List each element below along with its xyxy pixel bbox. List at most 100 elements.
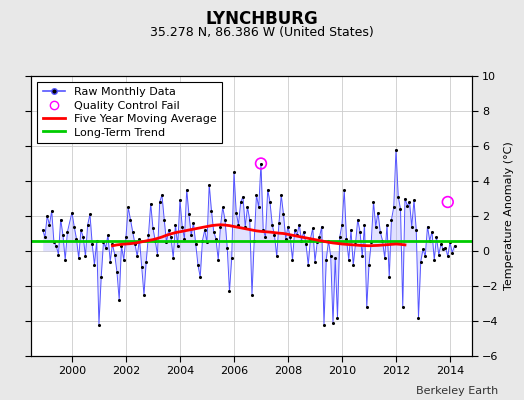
Point	[185, 211, 193, 218]
Point	[261, 234, 270, 240]
Point	[70, 223, 79, 230]
Point	[432, 234, 441, 240]
Point	[93, 237, 101, 244]
Y-axis label: Temperature Anomaly (°C): Temperature Anomaly (°C)	[504, 142, 514, 290]
Point	[88, 241, 96, 247]
Point	[158, 192, 166, 198]
Point	[144, 232, 152, 238]
Point	[241, 223, 249, 230]
Point	[421, 253, 430, 260]
Point	[363, 304, 371, 310]
Point	[389, 204, 398, 210]
Point	[295, 222, 303, 228]
Point	[236, 199, 245, 205]
Text: 35.278 N, 86.386 W (United States): 35.278 N, 86.386 W (United States)	[150, 26, 374, 39]
Point	[392, 146, 400, 153]
Point	[335, 234, 344, 240]
Point	[272, 253, 281, 260]
Point	[430, 256, 439, 263]
Point	[223, 244, 232, 251]
Point	[270, 232, 279, 238]
Point	[97, 274, 105, 280]
Point	[165, 227, 173, 233]
Point	[250, 237, 258, 244]
Point	[372, 223, 380, 230]
Legend: Raw Monthly Data, Quality Control Fail, Five Year Moving Average, Long-Term Tren: Raw Monthly Data, Quality Control Fail, …	[37, 82, 222, 143]
Point	[367, 239, 375, 246]
Point	[428, 228, 436, 235]
Point	[399, 304, 407, 310]
Point	[439, 246, 447, 252]
Point	[252, 192, 260, 198]
Point	[354, 216, 362, 223]
Point	[412, 227, 420, 233]
Point	[230, 169, 238, 176]
Point	[86, 211, 94, 218]
Text: LYNCHBURG: LYNCHBURG	[205, 10, 319, 28]
Point	[288, 256, 297, 263]
Point	[340, 186, 348, 193]
Point	[414, 314, 423, 321]
Point	[137, 264, 146, 270]
Point	[311, 258, 319, 265]
Point	[284, 223, 292, 230]
Point	[83, 222, 92, 228]
Point	[227, 255, 236, 261]
Point	[361, 222, 369, 228]
Point	[119, 256, 128, 263]
Point	[149, 225, 157, 232]
Point	[111, 251, 119, 258]
Point	[443, 199, 452, 205]
Point	[434, 251, 443, 258]
Point	[219, 204, 227, 210]
Point	[290, 227, 299, 233]
Point	[214, 256, 222, 263]
Point	[194, 262, 202, 268]
Point	[257, 160, 265, 167]
Point	[302, 241, 310, 247]
Point	[225, 288, 234, 294]
Point	[320, 321, 328, 328]
Point	[318, 223, 326, 230]
Point	[342, 236, 351, 242]
Point	[234, 222, 243, 228]
Point	[208, 208, 216, 214]
Point	[304, 262, 312, 268]
Point	[79, 234, 88, 240]
Point	[57, 216, 65, 223]
Point	[43, 213, 51, 219]
Point	[448, 250, 456, 256]
Point	[50, 239, 58, 246]
Point	[365, 262, 373, 268]
Point	[198, 237, 206, 244]
Point	[61, 256, 69, 263]
Point	[180, 236, 189, 242]
Point	[437, 241, 445, 247]
Point	[331, 255, 340, 261]
Point	[210, 228, 218, 235]
Point	[201, 227, 209, 233]
Point	[41, 234, 49, 240]
Point	[221, 216, 229, 223]
Point	[216, 223, 225, 230]
Point	[187, 232, 195, 238]
Point	[279, 211, 288, 218]
Point	[90, 262, 99, 268]
Point	[275, 220, 283, 226]
Point	[68, 209, 76, 216]
Point	[232, 209, 241, 216]
Point	[324, 237, 333, 244]
Point	[405, 199, 413, 205]
Point	[239, 194, 247, 200]
Point	[369, 199, 378, 205]
Point	[126, 216, 135, 223]
Point	[257, 160, 265, 167]
Point	[178, 223, 187, 230]
Point	[147, 200, 155, 207]
Point	[160, 216, 168, 223]
Text: Berkeley Earth: Berkeley Earth	[416, 386, 498, 396]
Point	[286, 234, 294, 240]
Point	[264, 186, 272, 193]
Point	[315, 234, 324, 240]
Point	[338, 222, 346, 228]
